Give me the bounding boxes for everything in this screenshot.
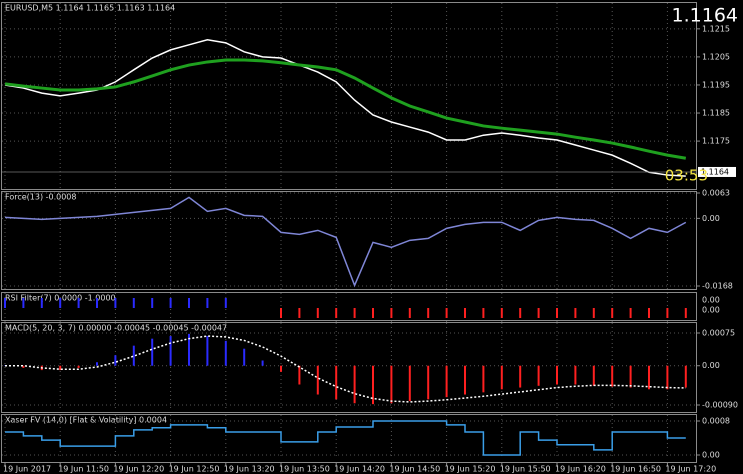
y-tick-label: 1.1185 <box>702 109 730 118</box>
price-tag <box>698 166 736 177</box>
x-tick-label: 19 Jun 16:20 <box>555 465 606 474</box>
x-tick-label: 19 Jun 15:50 <box>500 465 551 474</box>
series-line <box>4 58 687 160</box>
x-tick-label: 19 Jun 16:50 <box>610 465 661 474</box>
series-line <box>4 196 687 288</box>
x-tick-label: 19 Jun 14:50 <box>389 465 440 474</box>
timer: 03:53 <box>665 167 708 185</box>
series-line <box>5 420 686 456</box>
x-tick-label: 19 Jun 13:50 <box>279 465 330 474</box>
panel-title: Force(13) -0.0008 <box>5 193 77 202</box>
x-tick-label: 19 Jun 11:50 <box>58 465 109 474</box>
x-tick-label: 19 Jun 2017 <box>3 465 51 474</box>
y-tick-label: 1.1175 <box>702 137 730 146</box>
y-tick-label: 1.1205 <box>702 52 730 61</box>
force-frame <box>1 191 697 290</box>
y-tick-label: -0.0168 <box>702 282 733 291</box>
x-tick-label: 19 Jun 12:20 <box>113 465 164 474</box>
price-tag-label: 1.1164 <box>701 167 729 176</box>
series-line <box>5 335 686 403</box>
y-tick-label: 1.1195 <box>702 80 730 89</box>
rsi-frame <box>1 292 697 321</box>
main-frame <box>1 2 697 190</box>
series-line <box>4 39 686 177</box>
big-price: 1.1164 <box>672 5 738 27</box>
xaser-frame <box>1 414 697 463</box>
y-tick-label: 0.00 <box>702 306 720 315</box>
y-tick-label: -0.00090 <box>702 401 738 410</box>
y-tick-label: 1.1215 <box>702 24 730 33</box>
panel-title: MACD(5, 20, 3, 7) 0.00000 -0.00045 -0.00… <box>5 324 227 333</box>
y-tick-label: 0.00075 <box>702 329 735 338</box>
x-tick-label: 19 Jun 14:20 <box>334 465 385 474</box>
panel-title: Xaser FV (14,0) [Flat & Volatility] 0.00… <box>5 416 167 425</box>
x-tick-label: 19 Jun 15:20 <box>445 465 496 474</box>
y-tick-label: 0.0008 <box>702 417 730 426</box>
x-tick-label: 19 Jun 13:20 <box>224 465 275 474</box>
y-tick-label: 0.00 <box>702 296 720 305</box>
macd-frame <box>1 322 697 413</box>
y-tick-label: 0.00 <box>702 451 720 460</box>
x-tick-label: 19 Jun 17:20 <box>665 465 716 474</box>
y-tick-label: 0.0063 <box>702 189 730 198</box>
y-tick-label: 0.00 <box>702 214 720 223</box>
x-tick-label: 19 Jun 12:50 <box>169 465 220 474</box>
y-tick-label: 0.00 <box>702 361 720 370</box>
panel-title: EURUSD,M5 1.1164 1.1165 1.1163 1.1164 <box>5 4 175 13</box>
